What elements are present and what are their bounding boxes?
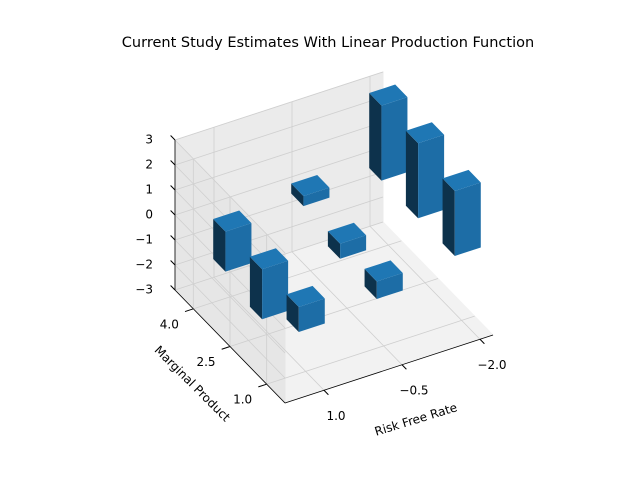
grid-line	[174, 146, 384, 216]
z-tick-label: −2	[135, 258, 153, 272]
tick-mark	[170, 160, 176, 166]
x-axis-label: Risk Free Rate	[373, 400, 459, 438]
x-tick-label: −0.5	[399, 383, 428, 397]
bar-side	[442, 178, 455, 256]
x-tick-label: 1.0	[326, 409, 345, 423]
y-axis-label: Marginal Product	[152, 343, 234, 425]
tick-mark	[258, 383, 267, 388]
bar-top	[327, 222, 367, 244]
bar-front	[418, 134, 445, 219]
grid-line	[174, 264, 286, 379]
grid-line	[174, 239, 286, 354]
y-tick-label: 4.0	[160, 317, 179, 331]
bar-top	[291, 175, 330, 197]
bar	[327, 222, 367, 259]
bar-front	[225, 223, 252, 272]
tick-mark	[170, 135, 176, 141]
bar-side	[213, 219, 226, 272]
bar-top	[249, 248, 289, 270]
bar-side	[369, 93, 382, 181]
tick-mark	[221, 346, 231, 350]
bar	[364, 260, 403, 299]
grid-line	[174, 121, 384, 191]
bar-front	[298, 298, 325, 332]
bar-top	[364, 260, 403, 282]
x-axis-line	[284, 334, 494, 404]
tick-mark	[170, 185, 176, 191]
grid-line	[174, 171, 384, 241]
grid-line	[174, 71, 384, 141]
bar-top	[405, 122, 445, 144]
bar-front	[381, 97, 408, 181]
bar-front	[454, 182, 481, 256]
tick-mark	[323, 389, 329, 396]
y-tick-label: 1.0	[233, 393, 252, 407]
grid-line	[174, 139, 286, 254]
tick-mark	[170, 260, 176, 266]
y-axis-line	[174, 289, 286, 404]
tick-mark	[170, 210, 176, 216]
chart-title: Current Study Estimates With Linear Prod…	[122, 35, 534, 51]
bar	[442, 169, 481, 256]
bar-top	[442, 169, 481, 191]
tick-mark	[401, 364, 407, 370]
tick-mark	[170, 235, 176, 241]
bar-side	[291, 183, 304, 207]
z-tick-label: 0	[145, 208, 153, 222]
grid-line	[174, 96, 384, 166]
grid-line	[266, 315, 475, 385]
bar-side	[405, 130, 419, 219]
bar-front	[303, 187, 330, 207]
bar-top	[213, 210, 252, 232]
bar	[249, 248, 289, 320]
bar-top	[286, 285, 325, 307]
bar-side	[286, 294, 299, 332]
bar	[405, 122, 445, 219]
z-tick-label: −3	[135, 283, 153, 297]
z-tick-label: −1	[135, 233, 153, 247]
tick-mark	[170, 285, 176, 291]
bar	[286, 285, 325, 332]
tick-mark	[479, 338, 485, 345]
bar-front	[340, 235, 367, 259]
x-tick-label: −2.0	[477, 358, 506, 372]
y-tick-label: 2.5	[196, 355, 215, 369]
grid-line	[193, 240, 402, 310]
bar-front	[376, 272, 403, 299]
bar	[291, 175, 330, 207]
bar	[369, 84, 408, 181]
bar-front	[262, 260, 289, 320]
bar-side	[327, 231, 341, 259]
grid-line	[174, 196, 384, 266]
z-tick-label: 2	[145, 158, 153, 172]
z-tick-label: 3	[145, 133, 153, 147]
grid-line	[229, 278, 439, 347]
tick-mark	[184, 308, 194, 313]
bar	[213, 210, 252, 272]
bar-side	[364, 268, 377, 299]
bar-side	[249, 256, 263, 320]
bar-top	[369, 84, 408, 106]
z-tick-label: 1	[145, 183, 153, 197]
